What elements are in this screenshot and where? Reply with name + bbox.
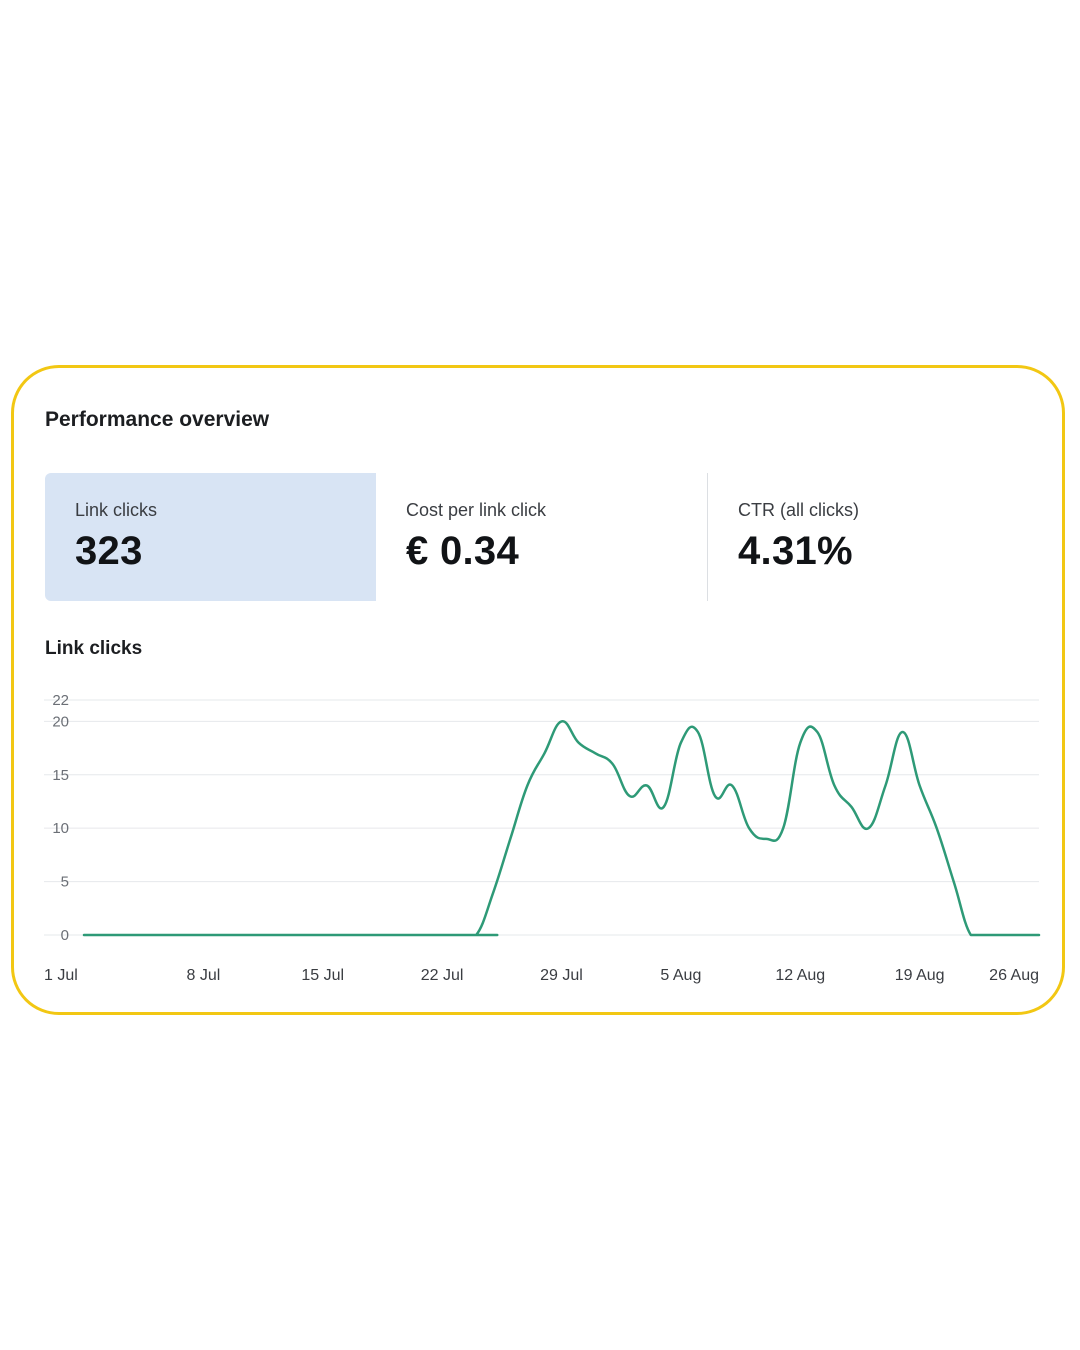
x-tick-label: 19 Aug (895, 967, 945, 984)
data-point (746, 825, 752, 831)
metric-label: Link clicks (75, 500, 158, 520)
data-point (712, 793, 718, 799)
x-tick-label: 26 Aug (989, 967, 1039, 984)
x-tick-label: 1 Jul (44, 967, 78, 984)
y-tick-label: 0 (61, 927, 69, 944)
data-point (644, 782, 650, 788)
y-tick-label: 22 (52, 692, 69, 709)
data-point (797, 740, 803, 746)
data-point (541, 750, 547, 756)
card-title: Performance overview (45, 408, 270, 431)
data-point (473, 932, 479, 938)
data-point (559, 718, 565, 724)
metric-value: 4.31% (738, 529, 853, 573)
data-point (900, 729, 906, 735)
series-line-link-clicks (82, 720, 1041, 937)
x-tick-label: 15 Jul (301, 967, 344, 984)
y-tick-label: 10 (52, 820, 69, 837)
data-point (507, 836, 513, 842)
data-point (1019, 932, 1025, 938)
metric-link-clicks[interactable]: Link clicks 323 (45, 473, 376, 601)
data-point (780, 825, 786, 831)
x-tick-label: 22 Jul (421, 967, 464, 984)
metric-value: € 0.34 (406, 529, 520, 573)
chart-title: Link clicks (45, 638, 143, 659)
data-point (627, 793, 633, 799)
data-point (695, 729, 701, 735)
data-point (883, 782, 889, 788)
data-point (951, 879, 957, 885)
data-point (661, 804, 667, 810)
y-tick-label: 5 (61, 874, 69, 891)
data-point (576, 740, 582, 746)
metrics-row: Link clicks 323 Cost per link click € 0.… (45, 473, 1039, 601)
data-point (593, 750, 599, 756)
data-point (934, 825, 940, 831)
metric-ctr-all-clicks[interactable]: CTR (all clicks) 4.31% (707, 473, 1038, 601)
x-tick-label: 29 Jul (540, 967, 583, 984)
data-point (968, 932, 974, 938)
performance-overview-card: Performance overview Link clicks 323 Cos… (11, 365, 1065, 1015)
data-point (678, 740, 684, 746)
data-point (81, 932, 87, 938)
data-point (456, 932, 462, 938)
data-point (865, 825, 871, 831)
metric-cost-per-link-click[interactable]: Cost per link click € 0.34 (376, 473, 707, 601)
x-tick-label: 8 Jul (186, 967, 220, 984)
link-clicks-line-chart: 0 5 10 15 20 22 1 Jul 8 Jul 15 Jul 22 Jul 29 Jul 5 … (44, 692, 1042, 984)
data-point (814, 729, 820, 735)
metric-label: Cost per link click (406, 500, 547, 520)
data-point (490, 889, 496, 895)
data-point (831, 782, 837, 788)
data-point (524, 782, 530, 788)
data-point (1036, 932, 1042, 938)
data-point (848, 804, 854, 810)
y-tick-label: 15 (52, 767, 69, 784)
metric-label: CTR (all clicks) (738, 500, 859, 520)
data-point (729, 782, 735, 788)
data-point (763, 836, 769, 842)
x-tick-label: 12 Aug (775, 967, 825, 984)
data-point (917, 782, 923, 788)
data-point (1002, 932, 1008, 938)
metric-value: 323 (75, 529, 143, 573)
y-tick-label: 20 (52, 713, 69, 730)
data-point (610, 761, 616, 767)
x-tick-label: 5 Aug (660, 967, 701, 984)
data-point (985, 932, 991, 938)
